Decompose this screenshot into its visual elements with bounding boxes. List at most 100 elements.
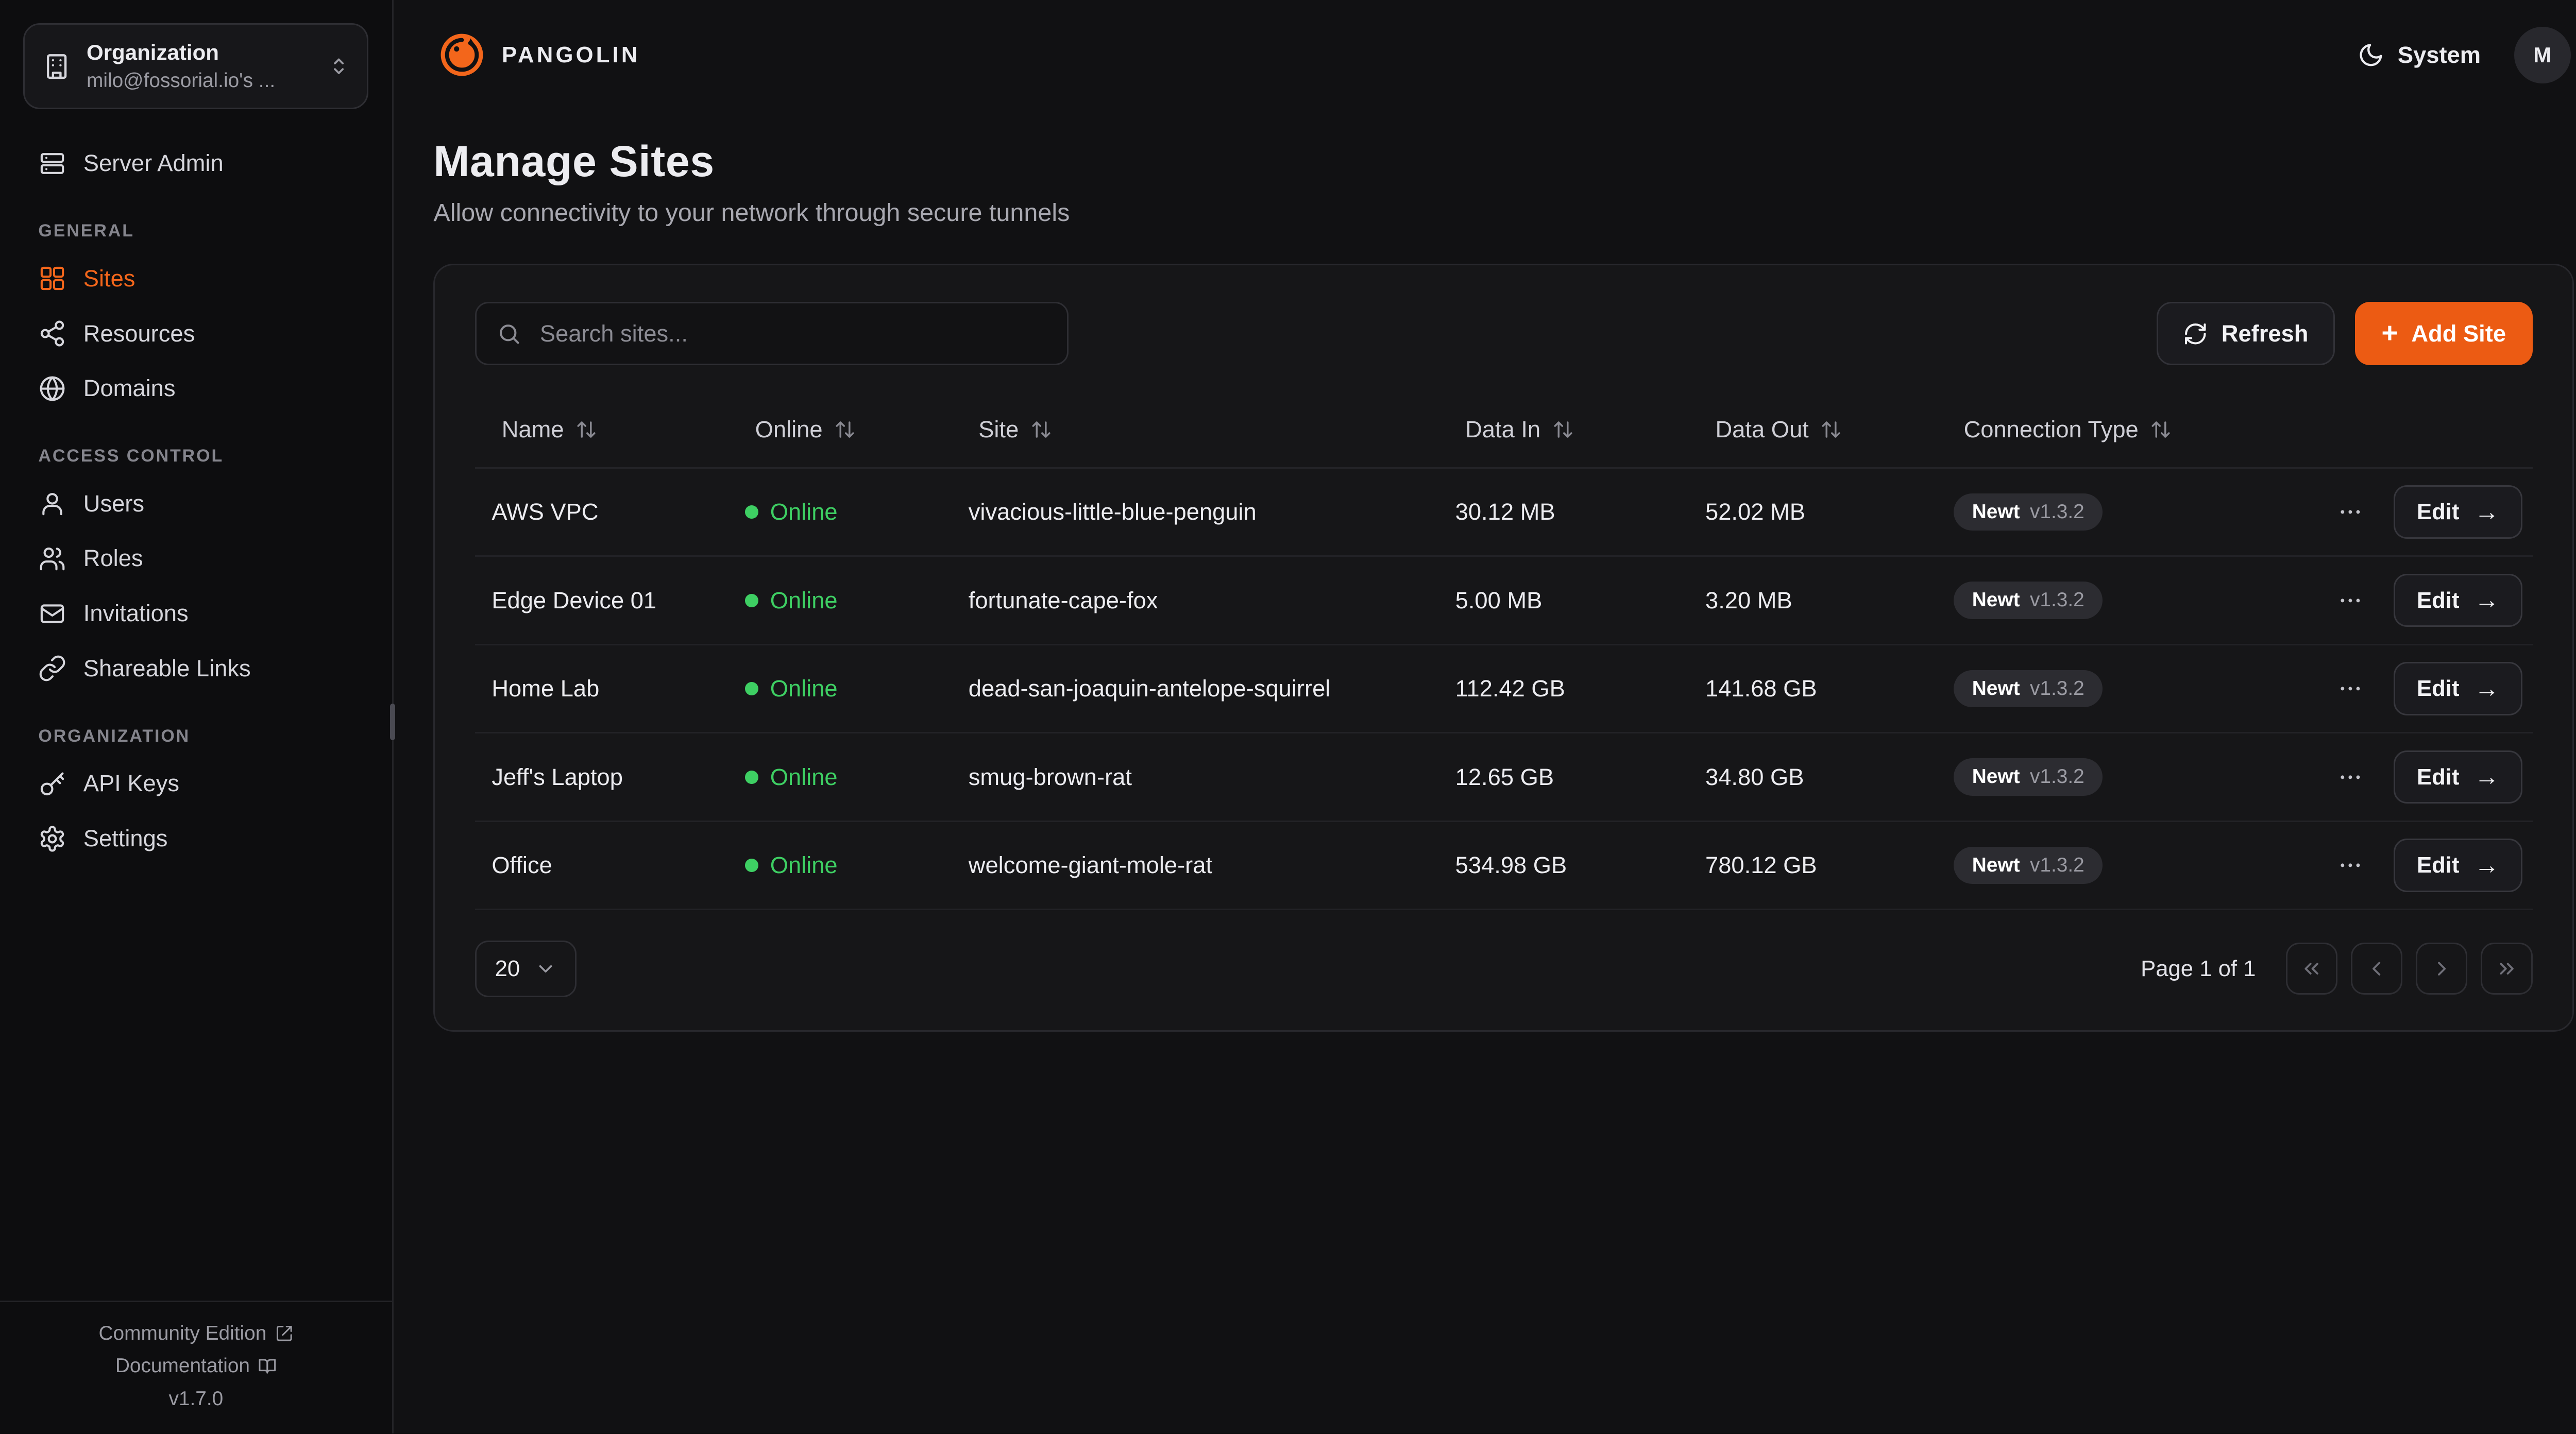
column-label: Online [755,416,823,442]
user-icon [38,489,66,518]
row-more-button[interactable] [2330,581,2370,621]
sidebar-item-roles[interactable]: Roles [23,531,368,586]
cell-actions: Edit → [2314,750,2532,804]
row-more-button[interactable] [2330,669,2370,709]
online-label: Online [770,499,838,525]
sidebar-item-label: Invitations [83,600,189,627]
row-edit-button[interactable]: Edit → [2393,750,2523,804]
edit-label: Edit [2417,852,2460,878]
edit-label: Edit [2417,587,2460,613]
cell-actions: Edit → [2314,485,2532,539]
edit-label: Edit [2417,499,2460,525]
cell-site: welcome-giant-mole-rat [968,852,1213,879]
globe-icon [38,374,66,403]
sidebar-scroll: Organization milo@fossorial.io's ... Se [0,0,392,1301]
last-page-button[interactable] [2481,943,2533,995]
row-edit-button[interactable]: Edit → [2393,485,2523,539]
sidebar-item-settings[interactable]: Settings [23,811,368,866]
row-more-button[interactable] [2330,845,2370,885]
table-footer: 20 Page 1 of 1 [474,940,2533,997]
footer-link-label: Community Edition [98,1322,267,1344]
column-header-connection-type[interactable]: Connection Type [1937,416,2314,443]
sidebar-item-resources[interactable]: Resources [23,306,368,361]
sort-icon [834,419,856,440]
resources-icon [38,319,66,348]
row-more-button[interactable] [2330,492,2370,532]
section-label-organization: ORGANIZATION [38,726,191,746]
sidebar-item-sites[interactable]: Sites [23,251,368,306]
cell-actions: Edit → [2314,573,2532,627]
sidebar-item-label: Server Admin [83,150,224,177]
brand: PANGOLIN [437,30,640,80]
column-label: Name [501,416,564,442]
sidebar-item-domains[interactable]: Domains [23,361,368,416]
user-avatar[interactable]: M [2514,26,2571,83]
mail-icon [38,600,66,628]
edit-label: Edit [2417,764,2460,790]
column-header-site[interactable]: Site [952,416,1438,443]
add-site-button[interactable]: + Add Site [2354,302,2533,366]
sidebar-resize-handle[interactable] [390,703,396,740]
pager-buttons [2285,943,2533,995]
first-page-button[interactable] [2285,943,2338,995]
cell-online: Online [728,764,952,791]
edit-label: Edit [2417,676,2460,702]
cell-data-in: 12.65 GB [1455,763,1554,790]
avatar-initial: M [2533,42,2552,67]
app-version: v1.7.0 [168,1387,224,1410]
row-more-button[interactable] [2330,757,2370,797]
cell-online: Online [728,499,952,525]
connection-version: v1.3.2 [2029,765,2084,788]
connection-badge: Newt v1.3.2 [1954,670,2103,708]
connection-name: Newt [1972,589,2020,611]
documentation-link[interactable]: Documentation [115,1355,277,1377]
sidebar-item-server-admin[interactable]: Server Admin [23,136,368,191]
sidebar-item-users[interactable]: Users [23,476,368,531]
theme-selector[interactable]: System [2358,42,2481,69]
cell-name: AWS VPC [492,499,599,525]
sidebar: Organization milo@fossorial.io's ... Se [0,0,396,1433]
community-edition-link[interactable]: Community Edition [99,1322,294,1345]
pager: Page 1 of 1 [2141,943,2533,995]
connection-badge: Newt v1.3.2 [1954,493,2103,531]
online-dot-icon [745,593,759,607]
online-dot-icon [745,859,759,873]
row-edit-button[interactable]: Edit → [2393,839,2523,892]
column-header-data-in[interactable]: Data In [1438,416,1688,443]
page-size-select[interactable]: 20 [474,940,577,997]
cell-connection-type: Newt v1.3.2 [1937,670,2314,708]
row-edit-button[interactable]: Edit → [2393,662,2523,715]
refresh-button[interactable]: Refresh [2156,302,2335,366]
column-label: Connection Type [1963,416,2139,442]
column-header-online[interactable]: Online [728,416,952,443]
search-input[interactable] [536,318,1047,349]
sort-icon [1552,419,1574,440]
search-icon [497,321,522,347]
org-selector[interactable]: Organization milo@fossorial.io's ... [23,23,369,110]
connection-version: v1.3.2 [2029,853,2084,876]
cell-connection-type: Newt v1.3.2 [1937,493,2314,531]
previous-page-button[interactable] [2350,943,2403,995]
column-header-data-out[interactable]: Data Out [1689,416,1937,443]
cell-online: Online [728,587,952,614]
connection-version: v1.3.2 [2029,589,2084,611]
users-group-icon [38,544,66,573]
sort-icon [1820,419,1842,440]
connection-badge: Newt v1.3.2 [1954,582,2103,619]
sidebar-footer: Community Edition Documentation v1.7.0 [0,1300,392,1433]
sidebar-item-shareable-links[interactable]: Shareable Links [23,641,368,696]
table-row: Edge Device 01 Online fortunate-cape-fox… [474,557,2533,645]
cell-data-out: 780.12 GB [1705,852,1817,879]
gear-icon [38,825,66,853]
cell-actions: Edit → [2314,839,2532,892]
connection-name: Newt [1972,677,2020,699]
row-edit-button[interactable]: Edit → [2393,573,2523,627]
table-header: Name Online Site Data In [474,392,2533,469]
section-label-access-control: ACCESS CONTROL [38,446,224,466]
column-label: Site [978,416,1019,442]
sidebar-item-invitations[interactable]: Invitations [23,586,368,641]
sidebar-item-api-keys[interactable]: API Keys [23,756,368,811]
column-header-name[interactable]: Name [475,416,728,443]
next-page-button[interactable] [2416,943,2468,995]
cell-name: Office [492,852,552,879]
